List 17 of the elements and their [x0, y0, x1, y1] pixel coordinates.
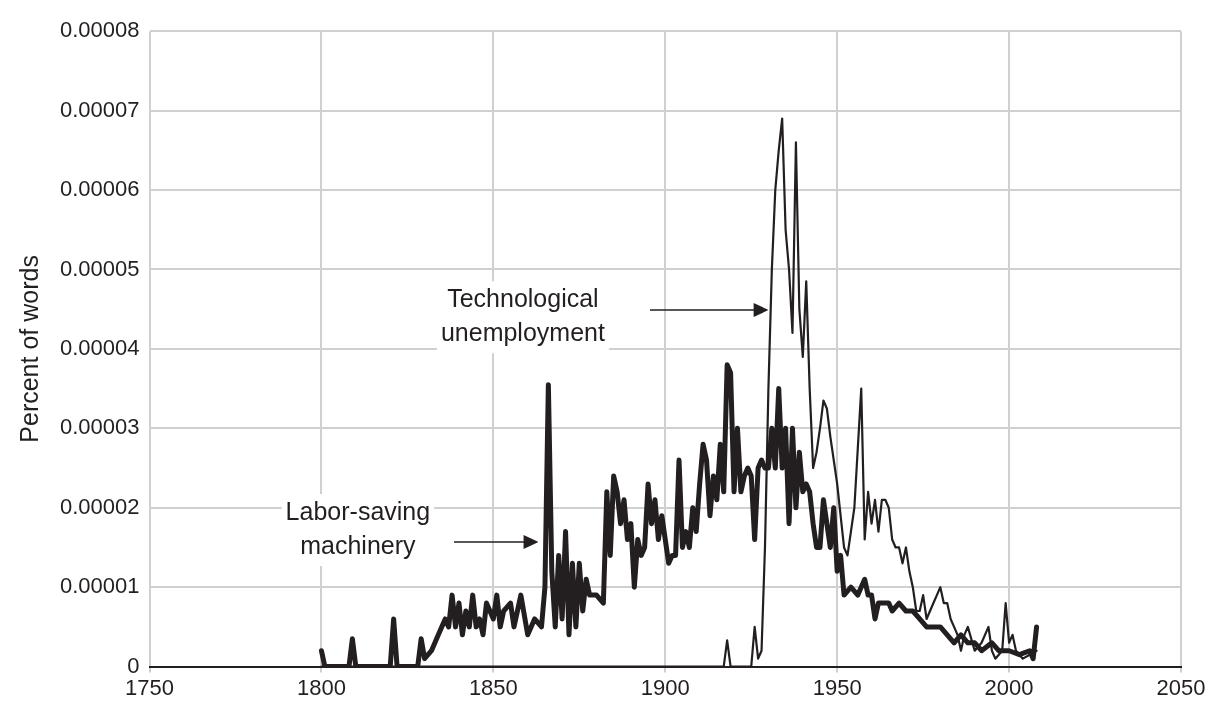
x-tick-label: 2050 — [1156, 674, 1206, 700]
x-tick-label: 1900 — [640, 674, 690, 700]
y-tick-label: 0.00004 — [59, 334, 140, 360]
x-tick-label: 1850 — [468, 674, 518, 700]
y-tick-label: 0.00003 — [59, 414, 140, 440]
y-tick-label: 0.00005 — [59, 255, 140, 281]
y-tick-label: 0.00008 — [59, 17, 140, 43]
x-tick-label: 1950 — [812, 674, 862, 700]
annotation: Technological unemployment — [440, 284, 605, 347]
y-tick-label: 0.00001 — [59, 573, 140, 599]
y-tick-label: 0.00007 — [59, 96, 140, 122]
x-tick-label: 1800 — [296, 674, 346, 700]
y-tick-label: 0.00002 — [59, 493, 140, 519]
x-tick-label: 2000 — [984, 674, 1034, 700]
annotation: Labor-saving machinery — [285, 496, 431, 559]
y-tick-label: 0.00006 — [59, 176, 140, 202]
y-axis-title: Percent of words — [14, 255, 43, 443]
